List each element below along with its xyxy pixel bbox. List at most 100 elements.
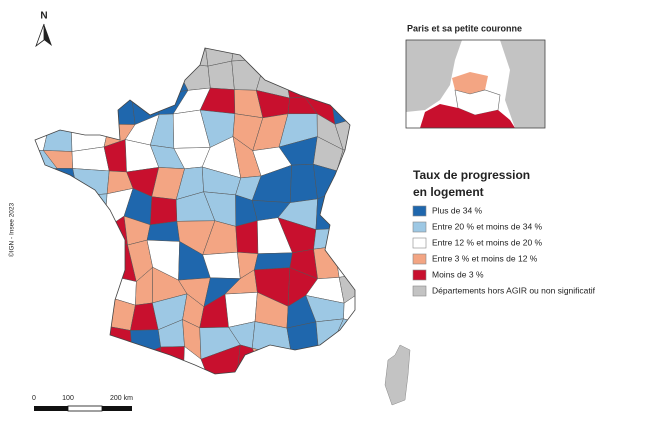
department — [108, 326, 133, 359]
department — [130, 329, 162, 359]
scale-label: 100 — [62, 395, 74, 402]
department — [173, 62, 211, 91]
department — [304, 48, 345, 74]
department — [336, 149, 355, 178]
department — [132, 346, 162, 374]
department — [54, 319, 83, 353]
legend-swatch — [412, 237, 427, 249]
department — [332, 371, 355, 374]
department — [329, 60, 355, 91]
department — [77, 240, 112, 283]
department — [132, 48, 159, 73]
department — [286, 321, 319, 359]
department — [71, 48, 103, 64]
department — [363, 198, 392, 224]
france-outline — [34, 47, 356, 375]
department — [35, 215, 48, 251]
department — [43, 119, 73, 152]
department — [74, 294, 111, 330]
department — [53, 294, 76, 330]
department — [70, 380, 102, 409]
department — [251, 347, 293, 374]
department — [334, 246, 355, 278]
department — [331, 344, 355, 374]
legend-label: Entre 12 % et moins de 20 % — [432, 237, 543, 247]
scale-label: 200 km — [110, 395, 133, 402]
department — [47, 247, 83, 283]
department — [149, 196, 178, 226]
department — [207, 60, 235, 90]
department — [173, 48, 209, 67]
legend-title: en logement — [413, 185, 484, 199]
department — [101, 62, 137, 95]
department — [35, 275, 55, 300]
department — [363, 325, 394, 353]
department — [71, 62, 110, 95]
departments — [35, 48, 397, 409]
department — [277, 348, 319, 374]
department — [313, 228, 335, 250]
department — [35, 87, 54, 120]
department — [43, 350, 83, 374]
department — [367, 165, 392, 202]
department — [72, 168, 110, 197]
inset-title: Paris et sa petite couronne — [407, 23, 522, 33]
legend-swatch — [412, 253, 427, 265]
department — [363, 349, 384, 372]
department — [157, 48, 187, 73]
department — [304, 60, 338, 98]
department — [236, 372, 265, 374]
department — [50, 87, 84, 126]
corsica — [384, 344, 411, 406]
department — [70, 91, 110, 126]
department — [338, 272, 355, 304]
department — [363, 371, 388, 401]
department — [99, 48, 137, 68]
department — [289, 163, 318, 203]
legend-swatch — [412, 285, 427, 297]
department — [44, 213, 79, 251]
department — [73, 326, 111, 357]
department — [74, 273, 105, 296]
legend: Plus de 34 % Entre 20 % et moins de 34 % E… — [412, 205, 596, 297]
department — [70, 213, 112, 248]
department — [357, 118, 393, 151]
north-arrow: N — [35, 11, 52, 48]
department — [235, 220, 259, 254]
legend-label: Moins de 3 % — [432, 269, 484, 279]
department — [313, 163, 345, 200]
department — [357, 63, 396, 88]
department — [35, 240, 55, 281]
department — [315, 318, 344, 349]
department — [35, 345, 59, 374]
department — [102, 356, 133, 374]
department — [331, 215, 355, 249]
credit: ©IGN - Insee 2023 — [8, 202, 16, 257]
legend-swatch — [412, 205, 427, 217]
department — [130, 66, 159, 96]
department — [35, 48, 57, 64]
department — [358, 292, 394, 328]
department — [53, 279, 83, 300]
legend-swatch — [412, 221, 427, 233]
department — [47, 48, 82, 64]
legend-label: Départements hors AGIR ou non significat… — [432, 285, 596, 295]
department — [35, 168, 58, 197]
department — [211, 380, 241, 400]
department — [357, 85, 397, 124]
department — [35, 190, 54, 217]
inset-frame — [405, 39, 546, 129]
department — [358, 273, 395, 294]
department — [261, 48, 293, 64]
department — [200, 344, 241, 374]
department — [154, 62, 189, 96]
department — [336, 170, 355, 198]
department — [331, 188, 355, 230]
legend-label: Entre 20 % et moins de 34 % — [432, 221, 543, 231]
legend-title: Taux de progression — [413, 168, 530, 182]
department — [363, 248, 395, 275]
department — [108, 91, 136, 125]
department — [367, 143, 393, 177]
department — [95, 378, 135, 409]
scale-bar: 0 100 200 km — [32, 395, 133, 412]
